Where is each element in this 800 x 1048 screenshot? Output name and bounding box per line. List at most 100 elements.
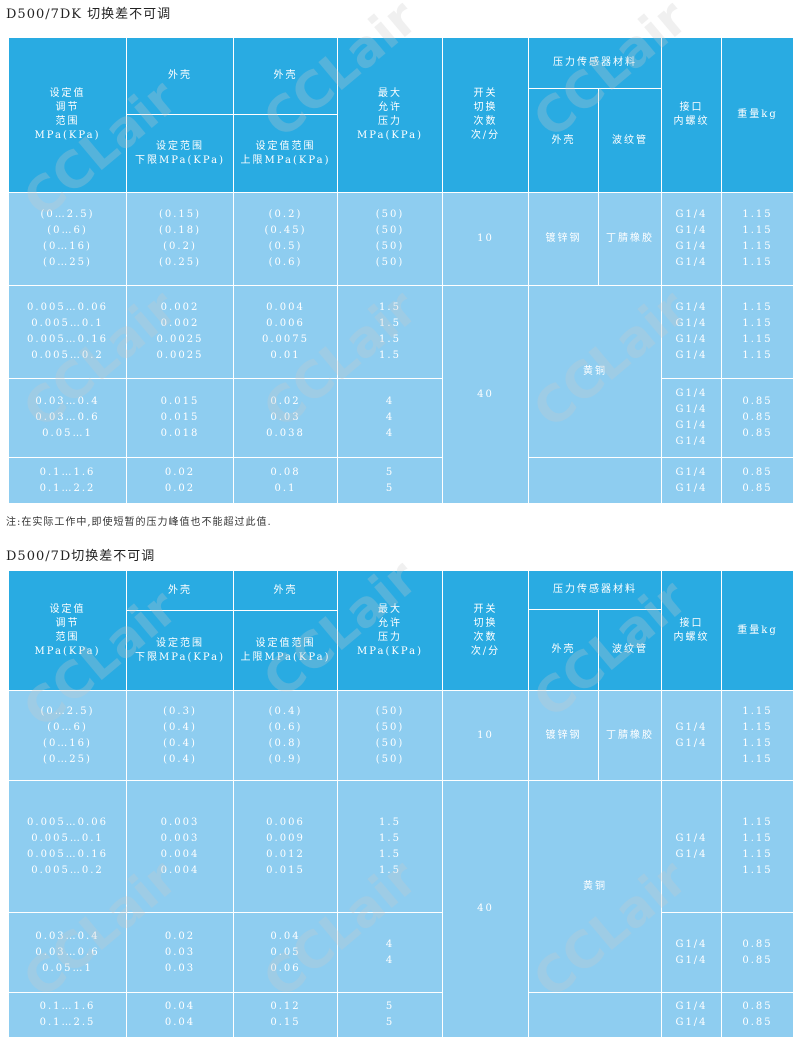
cell-line: 外壳 bbox=[273, 584, 298, 596]
cell-line: G1/4 bbox=[675, 241, 708, 252]
cell: 0.85 0.85 bbox=[721, 457, 794, 504]
cell-line: 接口 bbox=[679, 102, 704, 113]
cell-line: MPa(KPa) bbox=[357, 645, 423, 657]
cell-line: 0.004 bbox=[160, 848, 200, 860]
cell-line: 设定范围 bbox=[156, 637, 204, 649]
cell-line: 1.15 bbox=[742, 737, 773, 749]
cell-line: (0.4) bbox=[268, 705, 303, 717]
cell: 1.5 1.5 1.5 1.5 bbox=[337, 285, 443, 379]
cell-line: 镀锌钢 bbox=[545, 729, 582, 741]
cell-line: 0.03 bbox=[270, 412, 301, 423]
cell-line: (50) bbox=[375, 737, 405, 749]
cell: 0.1…1.6 0.1…2.2 bbox=[8, 457, 127, 504]
cell-line: (0.25) bbox=[158, 257, 202, 268]
cell: 10 bbox=[442, 690, 529, 781]
cell-line: (50) bbox=[375, 721, 405, 733]
cell: 丁腈橡胶 bbox=[598, 690, 662, 781]
cell-line: 外壳 bbox=[551, 134, 576, 146]
cell: 黄铜 bbox=[528, 780, 662, 993]
cell-line: 次/分 bbox=[470, 645, 501, 657]
cell-line: 0.85 bbox=[742, 396, 773, 407]
cell-line: 0.038 bbox=[266, 428, 305, 439]
cell-line: (0.18) bbox=[158, 225, 202, 236]
cell: 40 bbox=[442, 285, 529, 504]
cell-line: 黄铜 bbox=[583, 880, 607, 892]
cell: 0.85 0.85 0.85 bbox=[721, 378, 794, 458]
cell: 0.04 0.04 bbox=[126, 992, 234, 1038]
cell: (0.3) (0.4) (0.4) (0.4) bbox=[126, 690, 234, 781]
header-cell: 外壳 bbox=[233, 570, 338, 611]
cell-line: G1/4 bbox=[675, 848, 708, 860]
cell-line: 0.005…0.1 bbox=[31, 318, 104, 329]
cell-line: 镀锌钢 bbox=[545, 233, 582, 244]
header-cell: 设定范围 下限MPa(KPa) bbox=[126, 114, 234, 193]
table-title: D500/7DK 切换差不可调 bbox=[6, 7, 172, 22]
cell-line: G1/4 bbox=[675, 404, 708, 415]
cell-line: 0.1…1.6 bbox=[39, 466, 96, 478]
cell-line: 10 bbox=[477, 729, 494, 741]
cell-line: 0.002 bbox=[160, 318, 200, 329]
cell-line: 设定值范围 bbox=[255, 637, 316, 649]
cell: (0.4) (0.6) (0.8) (0.9) bbox=[233, 690, 338, 781]
cell: G1/4 G1/4 G1/4 G1/4 bbox=[661, 378, 722, 458]
cell-line: 设定值 bbox=[49, 603, 86, 615]
cell: G1/4 G1/4 G1/4 G1/4 bbox=[661, 285, 722, 379]
cell-line: 0.06 bbox=[270, 962, 301, 974]
cell-line: 0.85 bbox=[742, 1001, 773, 1012]
cell-line: (0.8) bbox=[268, 737, 303, 749]
header-cell: 设定值 调节 范围 MPa(KPa) bbox=[8, 570, 127, 691]
cell-line: 压力 bbox=[378, 631, 402, 643]
cell-line: 0.03…0.6 bbox=[35, 412, 100, 423]
cell-line: 1.5 bbox=[379, 318, 401, 329]
cell-line: 1.15 bbox=[742, 350, 773, 361]
cell: 0.006 0.009 0.012 0.015 bbox=[233, 780, 338, 913]
cell-line: 1.5 bbox=[379, 334, 401, 345]
cell-line: 切换 bbox=[473, 102, 498, 113]
cell-line: 0.012 bbox=[266, 848, 305, 860]
cell-line: 1.15 bbox=[742, 864, 773, 876]
cell-line: (0.3) bbox=[163, 705, 197, 717]
cell: 0.005…0.06 0.005…0.1 0.005…0.16 0.005…0.2 bbox=[8, 780, 127, 913]
cell-line: 0.003 bbox=[160, 816, 200, 828]
body-row: 0.1…1.6 0.1…2.2 0.02 0.02 0.08 0.1 5 5 G1/4 G1/4 0… bbox=[8, 457, 794, 504]
cell-line: 外壳 bbox=[273, 70, 298, 81]
cell-line: 0.85 bbox=[742, 954, 773, 966]
header-cell: 重量kg bbox=[721, 37, 794, 193]
cell-line: 1.15 bbox=[742, 721, 773, 733]
cell-line: 0.0075 bbox=[262, 334, 309, 345]
cell-line: 黄铜 bbox=[583, 365, 607, 377]
cell-line: 0.03…0.6 bbox=[35, 946, 100, 958]
body-row: 0.005…0.06 0.005…0.1 0.005…0.16 0.005…0.2 0.… bbox=[8, 780, 794, 1038]
cell-line: (0…16) bbox=[43, 737, 92, 749]
cell-line: 5 bbox=[385, 466, 395, 478]
cell: (0…2.5) (0…6) (0…16) (0…25) bbox=[8, 192, 127, 286]
header-cell: 外壳 bbox=[126, 570, 234, 611]
cell-line: 0.01 bbox=[270, 350, 301, 361]
body-row: 0.03…0.4 0.03…0.6 0.05…1 0.015 0.015 0.018 0.0… bbox=[8, 378, 794, 458]
cell-line: 0.02 bbox=[164, 930, 196, 942]
cell-line: 0.02 bbox=[270, 396, 301, 407]
cell-line: 0.004 bbox=[266, 302, 305, 313]
cell-line: 调节 bbox=[55, 102, 80, 113]
cell-line: 次/分 bbox=[470, 130, 501, 141]
header-row: 设定值 调节 范围 MPa(KPa) 外壳 外壳 最大 允许 压力 MPa(KPa) 开关 切换 次数次… bbox=[8, 37, 794, 193]
cell-line: 0.1 bbox=[274, 482, 297, 494]
cell-line: 开关 bbox=[473, 88, 498, 99]
note: 注:在实际工作中,即使短暂的压力峰值也不能超过此值. bbox=[6, 517, 272, 528]
cell-line: 1.15 bbox=[742, 816, 773, 828]
cell-line: 40 bbox=[477, 903, 494, 914]
cell-line: (0…25) bbox=[43, 257, 92, 268]
cell-line: 1.5 bbox=[379, 350, 401, 361]
cell-line: 0.1…1.6 bbox=[39, 1001, 96, 1012]
cell-line: 0.005…0.1 bbox=[31, 832, 104, 844]
cell-line: 40 bbox=[477, 388, 494, 400]
header-cell: 外壳 bbox=[126, 37, 234, 115]
cell-line: (0…25) bbox=[43, 753, 92, 765]
cell-line: 5 bbox=[385, 1001, 395, 1012]
cell-line: (50) bbox=[375, 209, 405, 220]
header-cell: 开关 切换 次数 次/分 bbox=[442, 570, 529, 691]
cell-line: 4 bbox=[385, 938, 395, 950]
cell-line: (0…2.5) bbox=[40, 705, 95, 717]
